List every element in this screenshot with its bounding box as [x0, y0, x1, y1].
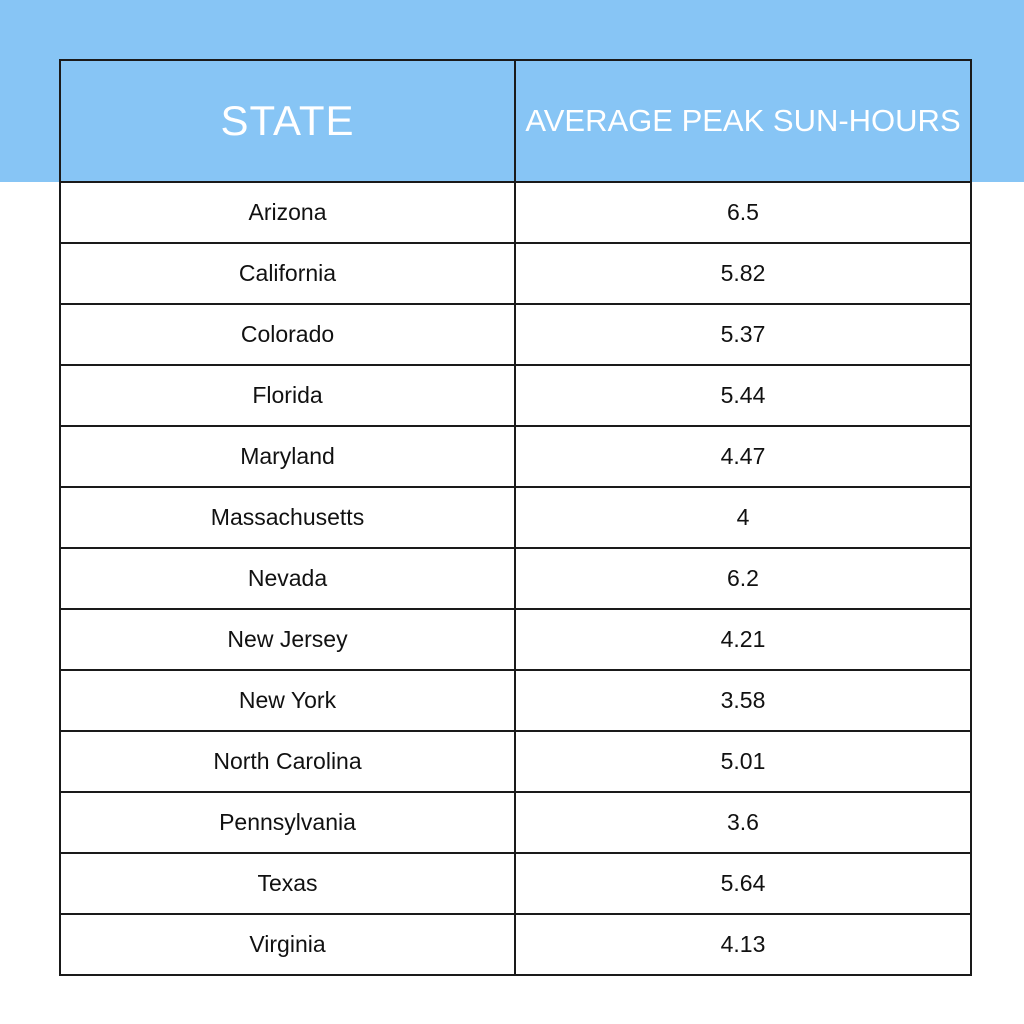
sun-hours-table: STATE AVERAGE PEAK SUN-HOURS Arizona 6.5… [59, 59, 972, 976]
value-cell: 3.6 [514, 791, 972, 854]
state-cell: New Jersey [59, 608, 516, 671]
table-row: New York 3.58 [59, 669, 972, 732]
state-cell: Pennsylvania [59, 791, 516, 854]
state-cell: Maryland [59, 425, 516, 488]
value-cell: 4 [514, 486, 972, 549]
table-row: Maryland 4.47 [59, 425, 972, 488]
value-cell: 5.37 [514, 303, 972, 366]
state-cell: Colorado [59, 303, 516, 366]
state-cell: Nevada [59, 547, 516, 610]
state-cell: Arizona [59, 181, 516, 244]
value-cell: 4.13 [514, 913, 972, 976]
table-row: Pennsylvania 3.6 [59, 791, 972, 854]
table-row: California 5.82 [59, 242, 972, 305]
value-cell: 5.01 [514, 730, 972, 793]
value-cell: 5.82 [514, 242, 972, 305]
table-row: Florida 5.44 [59, 364, 972, 427]
value-cell: 5.64 [514, 852, 972, 915]
state-cell: North Carolina [59, 730, 516, 793]
value-cell: 4.21 [514, 608, 972, 671]
state-cell: Virginia [59, 913, 516, 976]
state-cell: New York [59, 669, 516, 732]
state-cell: Massachusetts [59, 486, 516, 549]
column-header-state: STATE [59, 59, 516, 183]
table-row: Colorado 5.37 [59, 303, 972, 366]
table-row: New Jersey 4.21 [59, 608, 972, 671]
table-row: Massachusetts 4 [59, 486, 972, 549]
value-cell: 3.58 [514, 669, 972, 732]
state-cell: Texas [59, 852, 516, 915]
table-row: Virginia 4.13 [59, 913, 972, 976]
table-row: North Carolina 5.01 [59, 730, 972, 793]
table-header-row: STATE AVERAGE PEAK SUN-HOURS [59, 59, 972, 183]
table-row: Arizona 6.5 [59, 181, 972, 244]
value-cell: 5.44 [514, 364, 972, 427]
table-row: Texas 5.64 [59, 852, 972, 915]
table-row: Nevada 6.2 [59, 547, 972, 610]
value-cell: 6.5 [514, 181, 972, 244]
value-cell: 4.47 [514, 425, 972, 488]
state-cell: Florida [59, 364, 516, 427]
state-cell: California [59, 242, 516, 305]
value-cell: 6.2 [514, 547, 972, 610]
column-header-peak-sun-hours: AVERAGE PEAK SUN-HOURS [514, 59, 972, 183]
